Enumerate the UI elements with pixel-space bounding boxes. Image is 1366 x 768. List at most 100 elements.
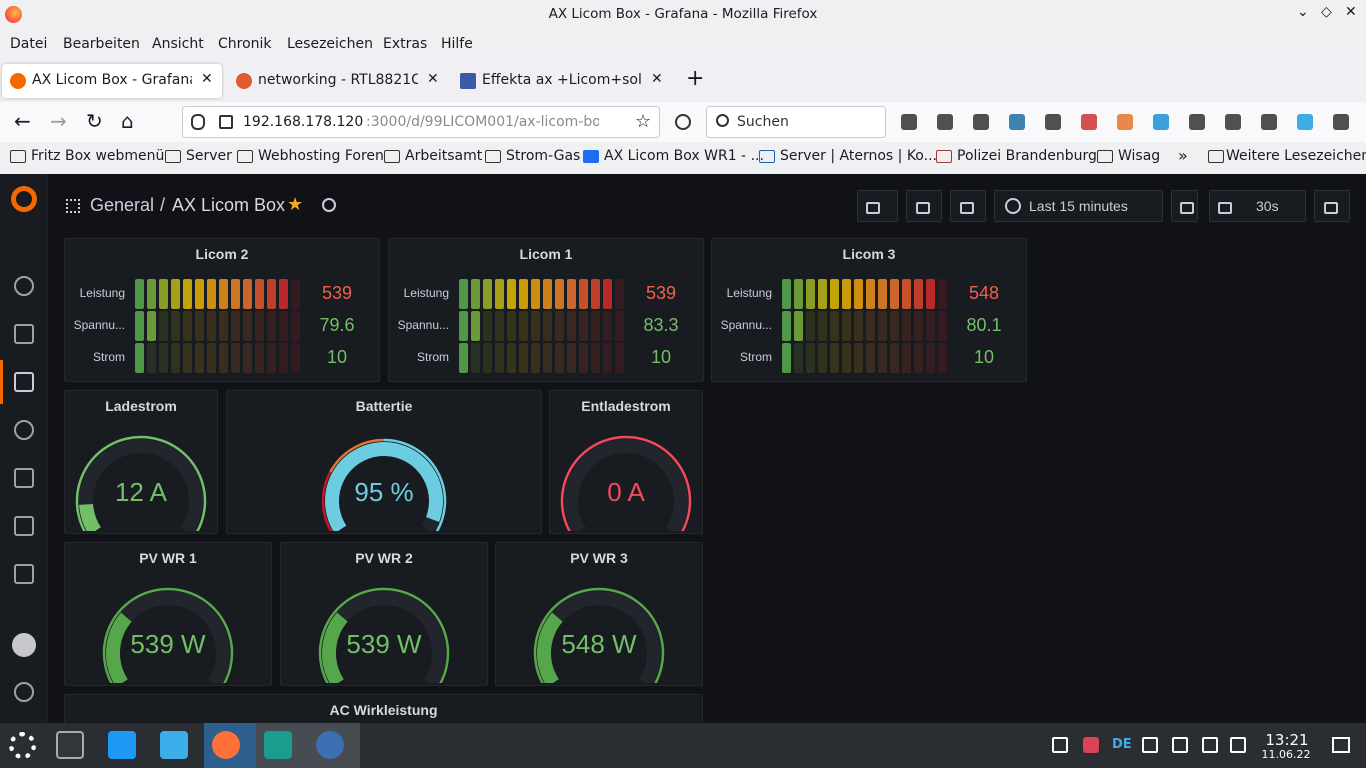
bar-cell [519, 343, 528, 373]
dashboard-title[interactable]: AX Licom Box [172, 195, 286, 215]
panel: Ladestrom 12 A [64, 390, 218, 534]
add-panel-button[interactable] [857, 190, 898, 222]
task-icon[interactable] [212, 731, 240, 759]
toolbar-button[interactable] [1189, 114, 1205, 130]
nav-button[interactable]: ⌂ [121, 109, 134, 133]
show-desktop[interactable] [1332, 737, 1350, 753]
refresh-interval[interactable]: 30s [1256, 198, 1279, 214]
bar-cell [794, 343, 803, 373]
menu-item[interactable]: Ansicht [152, 36, 204, 52]
search-bar[interactable]: Suchen [706, 106, 886, 138]
icon[interactable] [14, 276, 34, 296]
tab[interactable]: Effekta ax +Licom+solaran ✕ [452, 64, 672, 98]
icon[interactable] [14, 682, 34, 702]
bar-cell [782, 343, 791, 373]
bar-cell [291, 279, 300, 309]
tab[interactable]: networking - RTL8821CE dr ✕ [228, 64, 448, 98]
task-icon[interactable] [108, 731, 136, 759]
icon [219, 115, 233, 129]
bar-cell [555, 311, 564, 341]
toolbar-button[interactable] [1009, 114, 1025, 130]
icon[interactable] [14, 564, 34, 584]
toolbar-button[interactable] [937, 114, 953, 130]
menu-item[interactable]: Chronik [218, 36, 272, 52]
nav-button[interactable]: → [50, 109, 67, 133]
tab-close[interactable]: ✕ [651, 71, 663, 87]
new-tab[interactable]: + [686, 66, 705, 91]
window-control[interactable]: ⌄ [1297, 4, 1309, 20]
task-icon[interactable] [56, 731, 84, 759]
keyboard-layout[interactable]: DE [1112, 737, 1132, 752]
bar-cell [183, 343, 192, 373]
bar-cell [830, 343, 839, 373]
toolbar-button[interactable] [1261, 114, 1277, 130]
favorite-star[interactable]: ★ [287, 194, 304, 214]
save-button[interactable] [906, 190, 942, 222]
refresh-picker[interactable]: 30s [1209, 190, 1306, 222]
clock-date[interactable]: 11.06.22 [1261, 748, 1311, 761]
tab-close[interactable]: ✕ [427, 71, 439, 87]
bar-label: Spannu... [397, 318, 449, 332]
bar-cell [495, 343, 504, 373]
icon[interactable] [14, 372, 34, 392]
menu-item[interactable]: Bearbeiten [63, 36, 140, 52]
tray-icon[interactable] [1202, 737, 1218, 753]
toolbar-button[interactable] [1081, 114, 1097, 130]
zoom-out-button[interactable] [1171, 190, 1198, 222]
icon[interactable] [675, 114, 691, 130]
grafana: General / AX Licom Box ★ Last 15 minutes 30s L… [0, 174, 1366, 754]
icon[interactable] [322, 198, 336, 212]
task-icon[interactable] [264, 731, 292, 759]
toolbar-button[interactable] [1117, 114, 1133, 130]
toolbar-button[interactable] [1297, 114, 1313, 130]
breadcrumb-folder[interactable]: General [90, 195, 155, 215]
bookmark-star[interactable]: ☆ [635, 111, 652, 132]
menu-item[interactable]: Lesezeichen [287, 36, 373, 52]
tray-icon[interactable] [1142, 737, 1158, 753]
tab[interactable]: AX Licom Box - Grafana ✕ [2, 64, 222, 98]
tray-icon[interactable] [1230, 737, 1246, 753]
tray-icon[interactable] [1172, 737, 1188, 753]
nav-button[interactable]: ← [14, 109, 31, 133]
bar-cell [459, 343, 468, 373]
task-icon[interactable] [160, 731, 188, 759]
clock-time[interactable]: 13:21 [1265, 731, 1309, 749]
icon[interactable] [14, 420, 34, 440]
toolbar-button[interactable] [973, 114, 989, 130]
toolbar-button[interactable] [1225, 114, 1241, 130]
app-launcher[interactable] [9, 732, 36, 759]
search-placeholder: Suchen [737, 114, 789, 130]
gauge-track [564, 439, 688, 531]
tv-mode-button[interactable] [1314, 190, 1350, 222]
task-icon[interactable] [316, 731, 344, 759]
menu-item[interactable]: Datei [10, 36, 48, 52]
tab-close[interactable]: ✕ [201, 71, 213, 87]
bar-cell [914, 343, 923, 373]
window-control[interactable]: ◇ [1321, 4, 1332, 20]
user-avatar[interactable] [12, 633, 36, 657]
tray-icon[interactable] [1052, 737, 1068, 753]
toolbar-button[interactable] [1153, 114, 1169, 130]
window-control[interactable]: ✕ [1345, 4, 1357, 20]
icon[interactable] [14, 468, 34, 488]
menu-item[interactable]: Hilfe [441, 36, 473, 52]
toolbar-button[interactable] [1045, 114, 1061, 130]
bar-cell [818, 311, 827, 341]
browser-chrome: AX Licom Box - Grafana - Mozilla Firefox… [0, 0, 1366, 174]
toolbar-button[interactable] [1333, 114, 1349, 130]
gauge-value: 12 A [115, 477, 168, 507]
time-picker[interactable]: Last 15 minutes [994, 190, 1163, 222]
nav-button[interactable]: ↻ [86, 109, 103, 133]
settings-button[interactable] [950, 190, 986, 222]
toolbar-button[interactable] [901, 114, 917, 130]
tray-icon[interactable] [1083, 737, 1099, 753]
bar-cell [207, 343, 216, 373]
gauge-value: 539 W [130, 629, 206, 659]
bar-cell [519, 311, 528, 341]
bar-value: 539 [645, 283, 677, 303]
url-bar[interactable]: 192.168.178.120:3000/d/99LICOM001/ax-lic… [182, 106, 660, 138]
menu-item[interactable]: Extras [383, 36, 428, 52]
icon[interactable] [14, 324, 34, 344]
bookmarks-overflow[interactable]: » [1178, 146, 1188, 165]
icon[interactable] [14, 516, 34, 536]
